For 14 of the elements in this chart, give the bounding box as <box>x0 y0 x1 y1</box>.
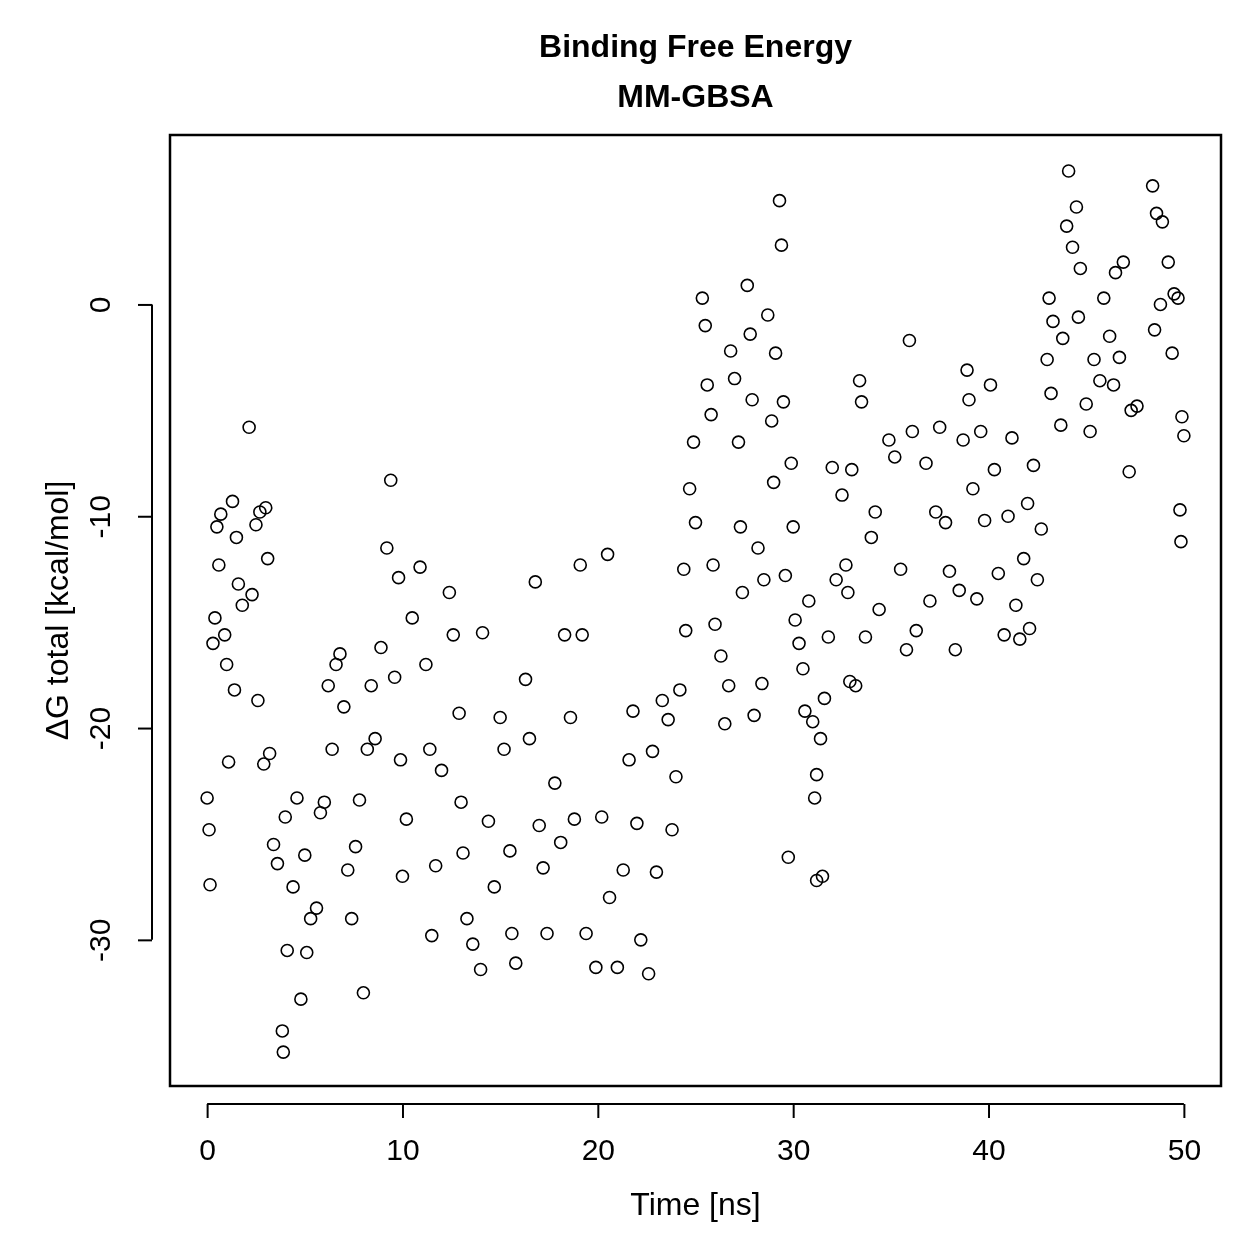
y-tick-label: -10 <box>82 495 116 539</box>
chart-subtitle: MM-GBSA <box>617 78 774 114</box>
x-tick-label: 0 <box>199 1133 216 1166</box>
x-tick-label: 20 <box>581 1133 616 1166</box>
y-tick-label: -20 <box>82 706 116 751</box>
y-tick-label: 0 <box>82 296 116 314</box>
chart-title: Binding Free Energy <box>539 28 853 64</box>
x-tick-label: 50 <box>1167 1133 1202 1166</box>
x-tick-label: 40 <box>972 1133 1006 1166</box>
x-tick-label: 30 <box>776 1133 811 1166</box>
y-tick-label: -30 <box>82 918 116 963</box>
x-axis-title: Time [ns] <box>630 1186 761 1222</box>
y-axis-title: ΔG total [kcal/mol] <box>39 480 75 741</box>
x-tick-label: 10 <box>386 1133 420 1166</box>
